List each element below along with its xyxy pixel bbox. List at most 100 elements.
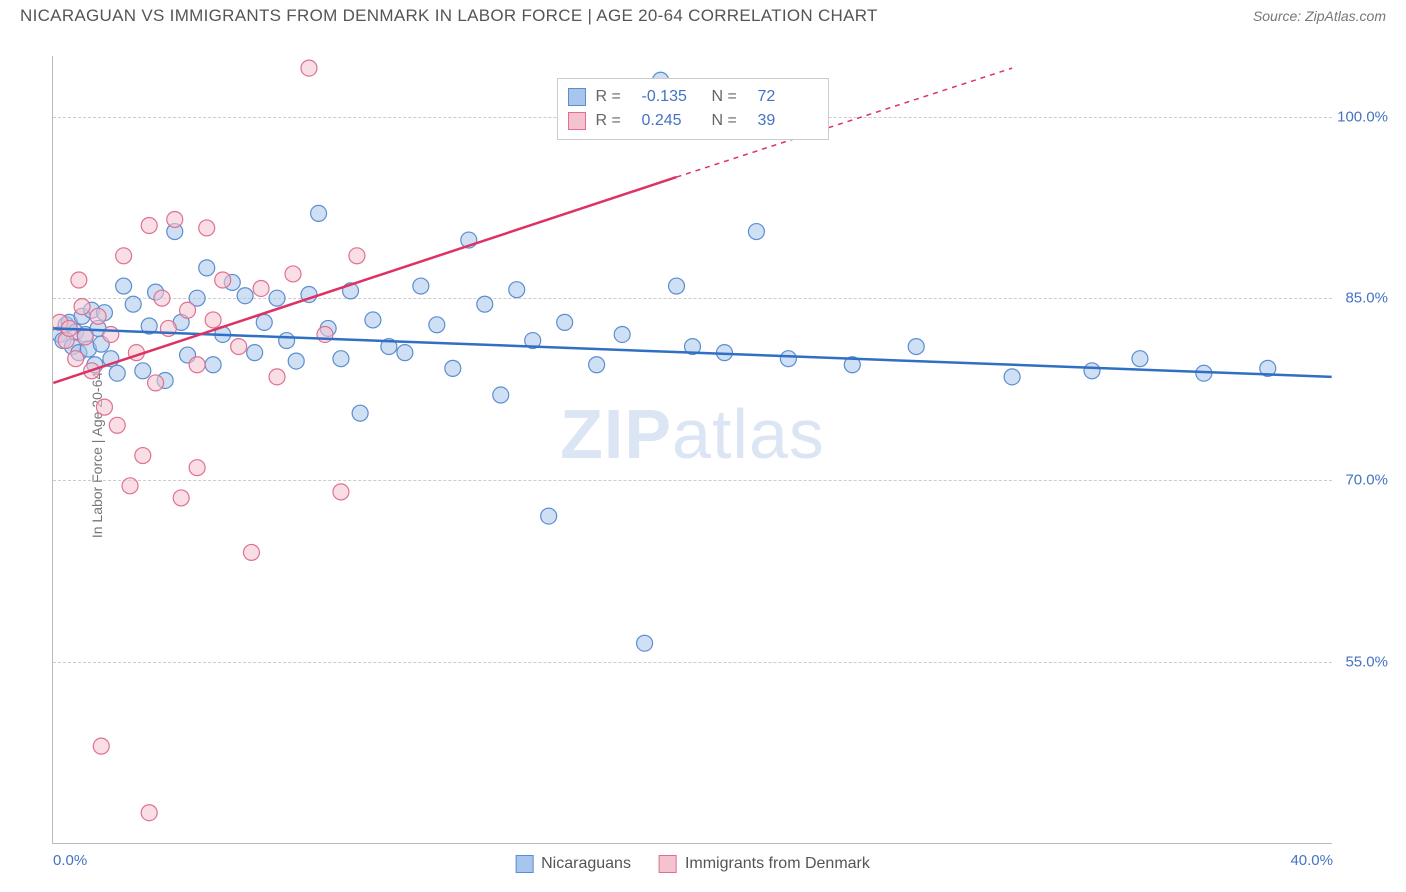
scatter-point <box>135 363 151 379</box>
scatter-point <box>189 357 205 373</box>
source-attribution: Source: ZipAtlas.com <box>1253 8 1386 24</box>
chart-title: NICARAGUAN VS IMMIGRANTS FROM DENMARK IN… <box>20 6 878 26</box>
legend-row: R = 0.245 N = 39 <box>568 109 818 133</box>
scatter-point <box>669 278 685 294</box>
scatter-point <box>429 317 445 333</box>
scatter-point <box>253 280 269 296</box>
legend-n-label: N = <box>712 109 748 133</box>
y-tick-label: 70.0% <box>1345 472 1388 489</box>
scatter-point <box>199 260 215 276</box>
scatter-point <box>333 484 349 500</box>
legend-label: Immigrants from Denmark <box>685 855 870 873</box>
legend-r-value: 0.245 <box>642 109 702 133</box>
y-tick-label: 100.0% <box>1337 108 1388 125</box>
legend-swatch <box>568 88 586 106</box>
scatter-point <box>116 248 132 264</box>
scatter-point <box>445 360 461 376</box>
scatter-point <box>541 508 557 524</box>
scatter-point <box>68 351 84 367</box>
scatter-point <box>74 299 90 315</box>
chart-header: NICARAGUAN VS IMMIGRANTS FROM DENMARK IN… <box>0 0 1406 26</box>
scatter-point <box>205 357 221 373</box>
scatter-point <box>135 448 151 464</box>
y-tick-label: 55.0% <box>1345 654 1388 671</box>
legend-n-label: N = <box>712 85 748 109</box>
scatter-point <box>365 312 381 328</box>
scatter-point <box>637 635 653 651</box>
legend-item: Nicaraguans <box>515 855 631 873</box>
legend-row: R = -0.135 N = 72 <box>568 85 818 109</box>
scatter-point <box>109 365 125 381</box>
scatter-point <box>589 357 605 373</box>
scatter-point <box>90 308 106 324</box>
scatter-point <box>215 272 231 288</box>
scatter-point <box>122 478 138 494</box>
correlation-legend: R = -0.135 N = 72 R = 0.245 N = 39 <box>557 78 829 140</box>
scatter-point <box>96 399 112 415</box>
scatter-point <box>1132 351 1148 367</box>
x-tick-label: 40.0% <box>1290 852 1333 869</box>
scatter-point <box>1084 363 1100 379</box>
scatter-point <box>205 312 221 328</box>
legend-label: Nicaraguans <box>541 855 631 873</box>
y-tick-label: 85.0% <box>1345 290 1388 307</box>
legend-r-label: R = <box>596 85 632 109</box>
legend-n-value: 72 <box>758 85 818 109</box>
scatter-point <box>71 272 87 288</box>
scatter-point <box>189 460 205 476</box>
scatter-point <box>109 417 125 433</box>
legend-swatch <box>515 855 533 873</box>
scatter-point <box>285 266 301 282</box>
legend-swatch <box>659 855 677 873</box>
x-tick-label: 0.0% <box>53 852 87 869</box>
scatter-point <box>477 296 493 312</box>
legend-r-label: R = <box>596 109 632 133</box>
scatter-point <box>77 329 93 345</box>
plot-area: ZIPatlas R = -0.135 N = 72 R = 0.245 N =… <box>52 56 1332 844</box>
legend-item: Immigrants from Denmark <box>659 855 870 873</box>
scatter-point <box>237 288 253 304</box>
scatter-point <box>103 326 119 342</box>
scatter-point <box>333 351 349 367</box>
scatter-point <box>557 314 573 330</box>
scatter-point <box>269 290 285 306</box>
legend-r-value: -0.135 <box>642 85 702 109</box>
scatter-point <box>154 290 170 306</box>
scatter-point <box>397 345 413 361</box>
scatter-point <box>93 738 109 754</box>
scatter-point <box>288 353 304 369</box>
scatter-point <box>1004 369 1020 385</box>
scatter-point <box>301 60 317 76</box>
scatter-point <box>141 218 157 234</box>
scatter-point <box>116 278 132 294</box>
scatter-point <box>141 805 157 821</box>
trend-line <box>53 177 676 383</box>
scatter-point <box>243 544 259 560</box>
scatter-point <box>167 211 183 227</box>
scatter-point <box>173 490 189 506</box>
scatter-point <box>780 351 796 367</box>
scatter-point <box>256 314 272 330</box>
scatter-point <box>247 345 263 361</box>
scatter-point <box>199 220 215 236</box>
scatter-point <box>908 339 924 355</box>
scatter-point <box>180 302 196 318</box>
scatter-overlay <box>53 56 1332 843</box>
scatter-point <box>311 205 327 221</box>
scatter-point <box>279 333 295 349</box>
series-legend: Nicaraguans Immigrants from Denmark <box>515 855 870 873</box>
scatter-point <box>349 248 365 264</box>
scatter-point <box>748 224 764 240</box>
scatter-point <box>509 282 525 298</box>
scatter-point <box>413 278 429 294</box>
legend-n-value: 39 <box>758 109 818 133</box>
legend-swatch <box>568 112 586 130</box>
scatter-point <box>269 369 285 385</box>
scatter-point <box>352 405 368 421</box>
scatter-point <box>148 375 164 391</box>
scatter-point <box>614 326 630 342</box>
scatter-point <box>125 296 141 312</box>
scatter-point <box>493 387 509 403</box>
chart-wrapper: In Labor Force | Age 20-64 ZIPatlas R = … <box>18 36 1388 874</box>
scatter-point <box>231 339 247 355</box>
